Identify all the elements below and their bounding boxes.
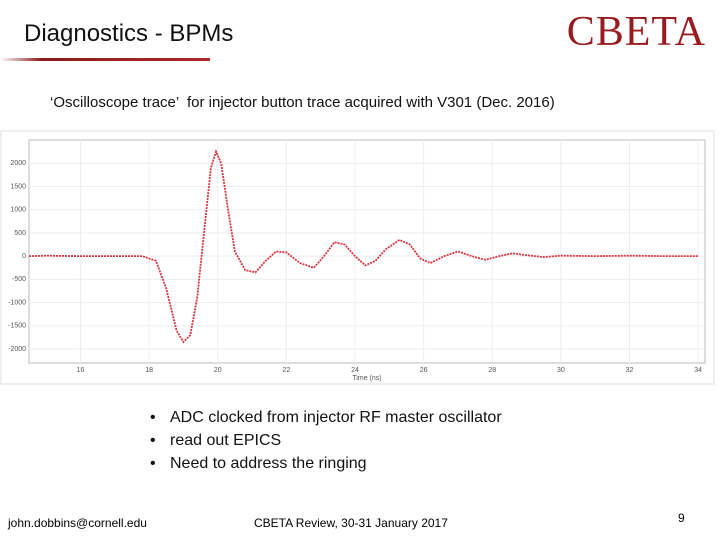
y-tick-label: 1500 <box>10 183 26 190</box>
y-tick-label: 500 <box>14 230 26 237</box>
footer-email: john.dobbins@cornell.edu <box>8 516 147 530</box>
x-tick-label: 18 <box>145 367 153 374</box>
slide-title: Diagnostics - BPMs <box>24 20 234 47</box>
x-tick-label: 28 <box>488 367 496 374</box>
y-tick-label: -1000 <box>8 299 26 306</box>
x-tick-label: 16 <box>77 367 85 374</box>
x-tick-label: 20 <box>214 367 222 374</box>
y-tick-label: -2000 <box>8 346 26 353</box>
x-tick-label: 26 <box>420 367 428 374</box>
y-tick-label: 0 <box>22 253 26 260</box>
page-number: 9 <box>678 511 685 525</box>
y-tick-label: -1500 <box>8 323 26 330</box>
x-tick-label: 30 <box>557 367 565 374</box>
plot-area <box>28 139 706 364</box>
x-axis-label: Time (ns) <box>352 375 381 382</box>
x-tick-label: 24 <box>351 367 359 374</box>
chart: -2000 -1500 -1000 -500 0 500 1000 1500 2000 16 18 2… <box>0 130 715 385</box>
logo: CBETA <box>566 9 706 55</box>
y-tick-label: 1000 <box>10 207 26 214</box>
bullet: Need to address the ringing <box>150 452 502 475</box>
y-tick-label: -500 <box>12 276 26 283</box>
bullet: ADC clocked from injector RF master osci… <box>150 406 502 429</box>
bullet: read out EPICS <box>150 429 502 452</box>
x-tick-label: 34 <box>694 367 702 374</box>
bullet-list: ADC clocked from injector RF master osci… <box>150 406 502 475</box>
trace-line <box>28 149 699 344</box>
x-tick-label: 22 <box>282 367 290 374</box>
caption: ‘Oscilloscope trace’ for injector button… <box>50 94 555 111</box>
x-tick-label: 32 <box>626 367 634 374</box>
y-tick-label: 2000 <box>10 160 26 167</box>
footer-event: CBETA Review, 30-31 January 2017 <box>254 516 448 530</box>
title-rule <box>0 58 210 61</box>
